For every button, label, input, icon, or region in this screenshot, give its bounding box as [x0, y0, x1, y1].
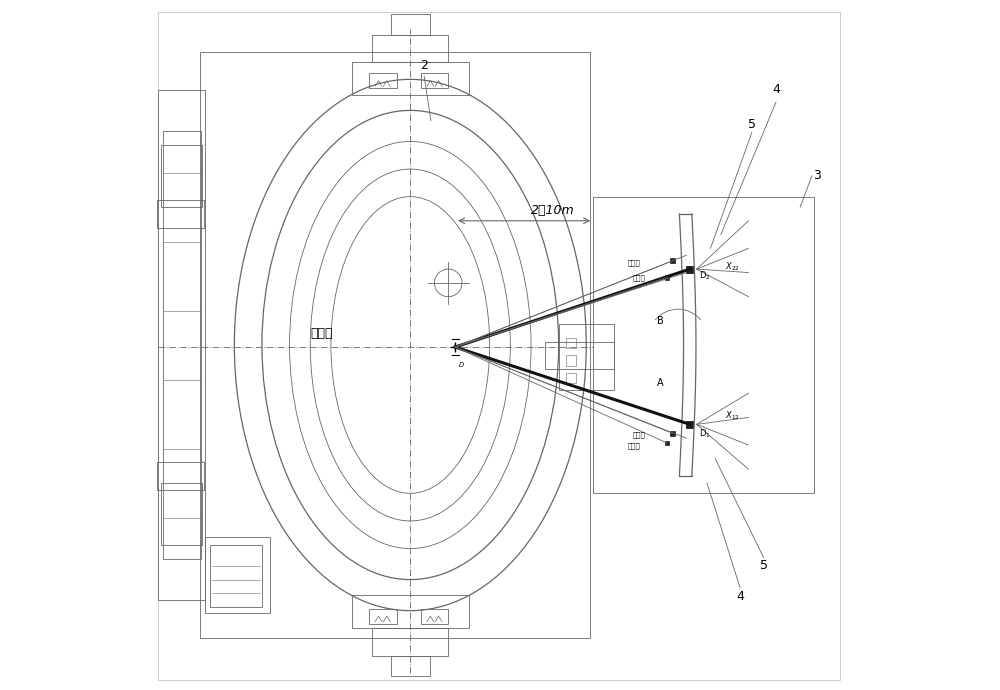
Bar — [157, 200, 204, 228]
Bar — [200, 52, 590, 638]
Text: 位置二: 位置二 — [628, 442, 640, 448]
Text: 2～10m: 2～10m — [531, 204, 575, 217]
Bar — [545, 342, 614, 369]
Bar — [391, 14, 430, 34]
Bar — [391, 656, 430, 676]
Bar — [352, 62, 469, 95]
Bar — [161, 483, 202, 545]
Text: $X_{22}$: $X_{22}$ — [725, 260, 740, 273]
Bar — [670, 431, 675, 436]
Bar — [372, 34, 448, 62]
Bar — [210, 545, 262, 607]
Text: $X_{12}$: $X_{12}$ — [725, 410, 740, 422]
Text: $\mathsf{D_1}$: $\mathsf{D_1}$ — [699, 427, 710, 440]
Text: 5: 5 — [760, 560, 768, 572]
Bar — [665, 275, 669, 280]
Text: A: A — [657, 378, 664, 388]
Text: $_D$: $_D$ — [458, 360, 465, 371]
Bar — [686, 266, 693, 273]
Text: 4: 4 — [736, 591, 744, 603]
Text: $\mathsf{D_2}$: $\mathsf{D_2}$ — [699, 270, 710, 282]
Bar — [205, 537, 270, 613]
Bar — [163, 131, 201, 559]
Bar — [670, 259, 675, 264]
Text: 位置二: 位置二 — [628, 259, 640, 266]
Bar — [686, 421, 693, 428]
Text: 5: 5 — [748, 118, 756, 130]
Bar — [593, 197, 814, 493]
Text: B: B — [657, 316, 664, 326]
Bar — [665, 441, 669, 446]
Bar — [157, 462, 204, 490]
Bar — [566, 338, 576, 348]
Text: 位置一: 位置一 — [632, 431, 645, 437]
Bar — [566, 355, 576, 366]
Text: 3: 3 — [813, 170, 821, 182]
Bar — [158, 90, 205, 600]
Bar — [161, 145, 202, 207]
Bar — [369, 609, 397, 624]
Bar — [566, 373, 576, 383]
Text: 2: 2 — [420, 59, 428, 72]
Bar — [421, 73, 448, 88]
Bar — [421, 609, 448, 624]
Text: 基准线: 基准线 — [310, 327, 333, 340]
Text: 位置一: 位置一 — [632, 275, 645, 281]
Bar — [559, 324, 614, 390]
Bar — [372, 628, 448, 655]
Bar — [352, 595, 469, 628]
Bar — [369, 73, 397, 88]
Text: 4: 4 — [772, 83, 780, 96]
